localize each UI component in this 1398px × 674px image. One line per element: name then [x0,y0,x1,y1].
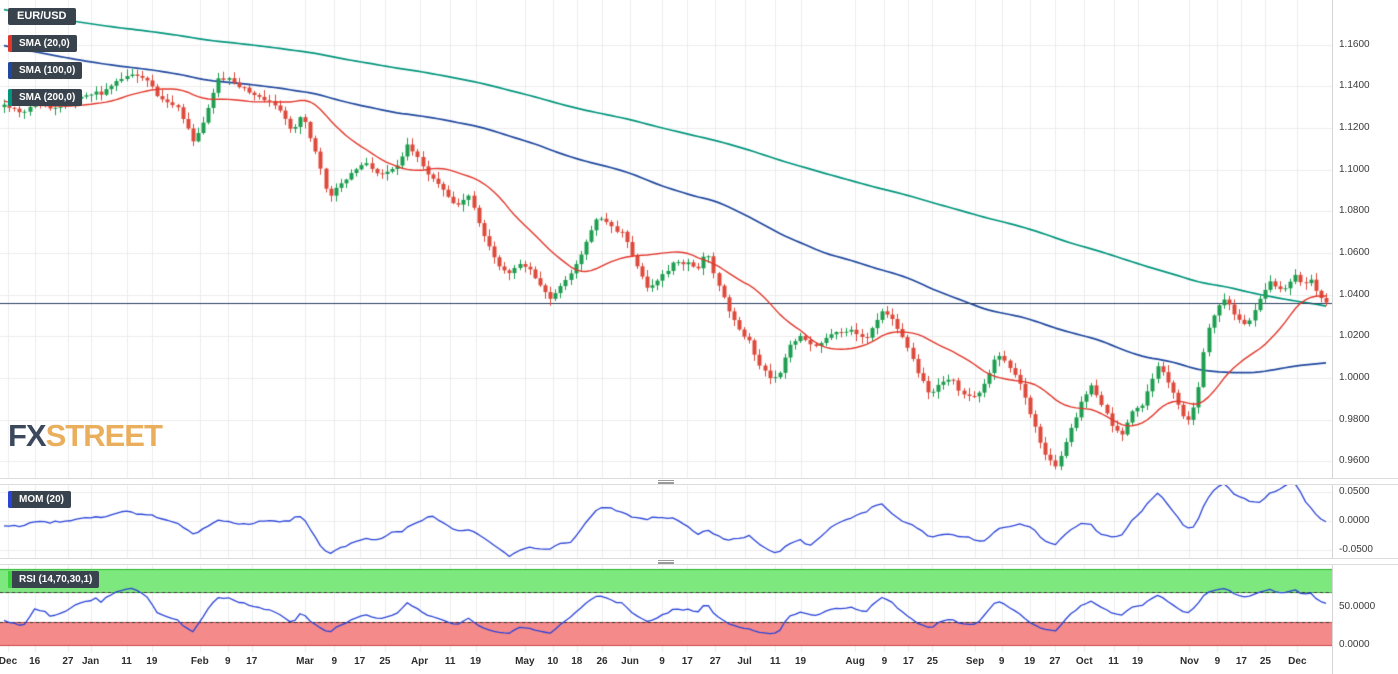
momentum-panel: MOM (20) [0,485,1332,558]
rsi-badge[interactable]: RSI (14,70,30,1) [8,571,100,588]
price-axis-label: 1.1200 [1339,122,1370,134]
x-axis-label: Dec [0,656,18,667]
x-axis-label: 27 [1049,656,1061,667]
mom-axis-label: 0.0500 [1339,486,1370,498]
x-axis-label: Jul [737,656,752,667]
mom-axis-label: 0.0000 [1339,514,1370,526]
x-axis-label: 11 [769,656,781,667]
rsi-label: RSI (14,70,30,1) [19,574,93,585]
x-axis-label: Sep [965,656,985,667]
price-axis-label: 0.9800 [1339,413,1370,425]
x-axis-label: 17 [354,656,366,667]
x-axis-label: 17 [902,656,914,667]
splitter-grip-icon [658,560,674,564]
price-axis-label: 1.0600 [1339,247,1370,259]
x-axis-label: 18 [571,656,583,667]
x-axis-label: Feb [190,656,209,667]
x-axis-label: 26 [596,656,608,667]
x-axis-label: 25 [379,656,391,667]
price-axis-label: 0.9600 [1339,455,1370,467]
price-axis-label: 1.1600 [1339,38,1370,50]
x-axis-label: 11 [444,656,456,667]
x-axis-label: 9 [881,656,888,667]
mom-label: MOM (20) [19,494,64,505]
sma100-badge[interactable]: SMA (100,0) [8,62,83,79]
x-axis-label: 27 [709,656,721,667]
rsi-color-stripe [8,571,12,588]
mom-badge[interactable]: MOM (20) [8,491,71,508]
rsi-canvas[interactable] [0,565,1332,652]
rsi-axis-label: 50.0000 [1339,601,1376,613]
x-axis-label: 11 [121,656,132,667]
x-axis-label: 9 [998,656,1005,667]
x-axis-label: 17 [246,656,258,667]
fxstreet-logo-fx: FX [8,418,47,453]
price-axis-label: 1.1000 [1339,163,1370,175]
price-axis-label: 1.0800 [1339,205,1370,217]
price-panel: EUR/USD SMA (20,0) SMA (100,0) SMA (200,… [0,0,1332,478]
x-axis-label: Jan [81,656,100,667]
x-axis-label: 19 [1131,656,1144,667]
x-axis-label: Oct [1075,656,1093,667]
panel-splitter-2[interactable] [0,558,1398,565]
x-axis-label: 27 [62,656,74,667]
x-axis-label: Aug [845,656,865,667]
x-axis-label: Mar [296,656,314,667]
x-axis-label: 19 [146,656,158,667]
x-axis-label: Nov [1180,656,1199,667]
sma200-badge[interactable]: SMA (200,0) [8,89,83,106]
symbol-badge[interactable]: EUR/USD [8,8,76,25]
sma100-color-stripe [8,62,12,79]
sma100-label: SMA (100,0) [19,65,76,76]
sma20-badge[interactable]: SMA (20,0) [8,35,77,52]
price-scale[interactable]: 1.036260 1.16001.14001.12001.10001.08001… [1332,0,1398,674]
x-axis-label: Jun [621,656,639,667]
x-axis-label: 19 [469,656,482,667]
price-canvas[interactable] [0,0,1332,478]
x-axis-label: 9 [659,656,665,667]
rsi-panel: RSI (14,70,30,1) [0,565,1332,652]
sma20-color-stripe [8,35,12,52]
sma200-label: SMA (200,0) [19,92,76,103]
fxstreet-watermark: FXSTREET [8,418,163,454]
fxstreet-logo-street: STREET [45,418,163,453]
mom-axis-label: -0.0500 [1339,543,1373,555]
price-axis-label: 1.0400 [1339,288,1370,300]
x-axis-label: 9 [224,656,231,667]
splitter-grip-icon [658,480,674,484]
x-axis-label: Apr [410,656,429,667]
x-axis-label: 25 [1259,656,1271,667]
momentum-canvas[interactable] [0,485,1332,558]
x-axis-label: 9 [331,656,338,667]
mom-color-stripe [8,491,12,508]
sma20-label: SMA (20,0) [19,38,70,49]
rsi-axis-label: 0.0000 [1339,639,1370,650]
symbol-label: EUR/USD [17,10,67,22]
price-axis-label: 1.0200 [1339,330,1370,342]
x-axis-label: May [515,656,535,667]
panel-splitter-1[interactable] [0,478,1398,485]
x-axis-label: 17 [681,656,693,667]
x-axis-label: 11 [1108,656,1119,667]
x-axis-label: 25 [926,656,938,667]
x-axis-label: Dec [1288,656,1307,667]
x-axis-label: 16 [29,656,41,667]
price-axis-label: 1.1400 [1339,80,1370,92]
x-axis-label: 9 [1214,656,1221,667]
x-axis-label: 19 [1024,656,1036,667]
x-axis[interactable]: Dec 16 27 Jan 11 19 Feb 9 17 Mar 9 17 25 Apr 11 19 May 10… [0,652,1332,674]
price-axis-label: 1.0000 [1339,372,1370,384]
x-axis-label: 19 [794,656,807,667]
x-axis-label: 10 [547,656,559,667]
x-axis-label: 17 [1235,656,1247,667]
sma200-color-stripe [8,89,12,106]
